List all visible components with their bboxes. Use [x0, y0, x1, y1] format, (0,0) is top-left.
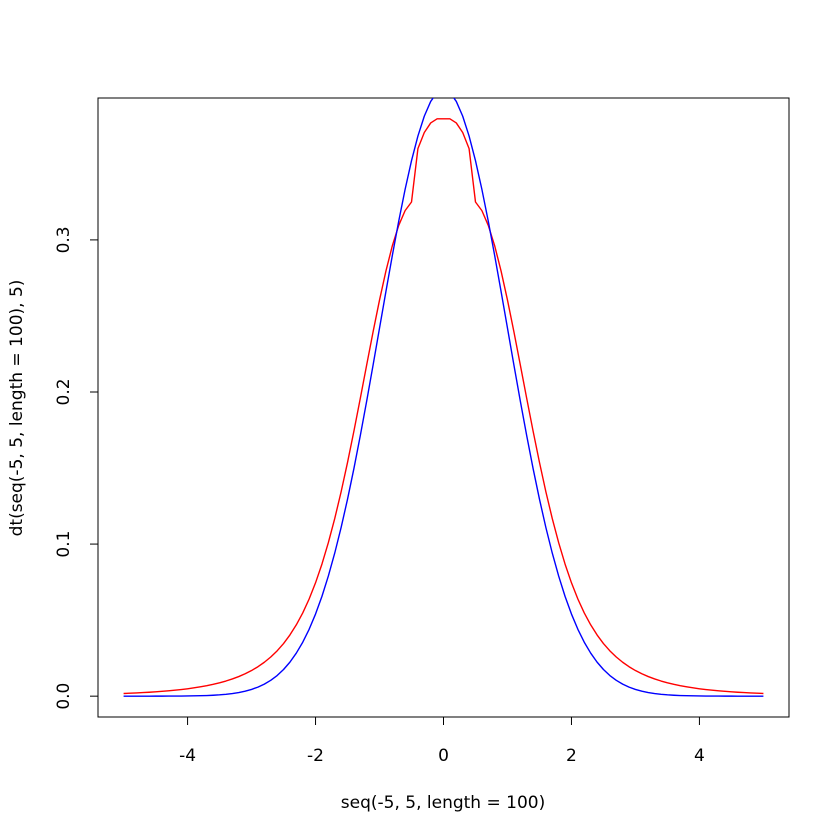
y-tick-label: 0.3 [54, 226, 74, 253]
x-tick-label: 2 [566, 746, 577, 766]
x-tick-label: -4 [179, 746, 196, 766]
plot-frame [97, 97, 790, 718]
y-tick-label: 0.0 [54, 683, 74, 710]
series-line-2 [123, 98, 764, 697]
x-axis: -4 -2 0 2 4 [179, 716, 705, 766]
y-tick-label: 0.1 [54, 531, 74, 558]
y-axis-label: dt(seq(-5, 5, length = 100), 5) [7, 280, 27, 537]
x-tick-label: 4 [694, 746, 705, 766]
y-tick-label: 0.2 [54, 378, 74, 405]
x-tick-label: 0 [438, 746, 449, 766]
x-axis-label: seq(-5, 5, length = 100) [341, 793, 545, 813]
series-layer [123, 98, 764, 697]
y-axis: 0.0 0.1 0.2 0.3 [54, 226, 99, 710]
series-line-1 [123, 118, 764, 695]
x-tick-label: -2 [307, 746, 324, 766]
